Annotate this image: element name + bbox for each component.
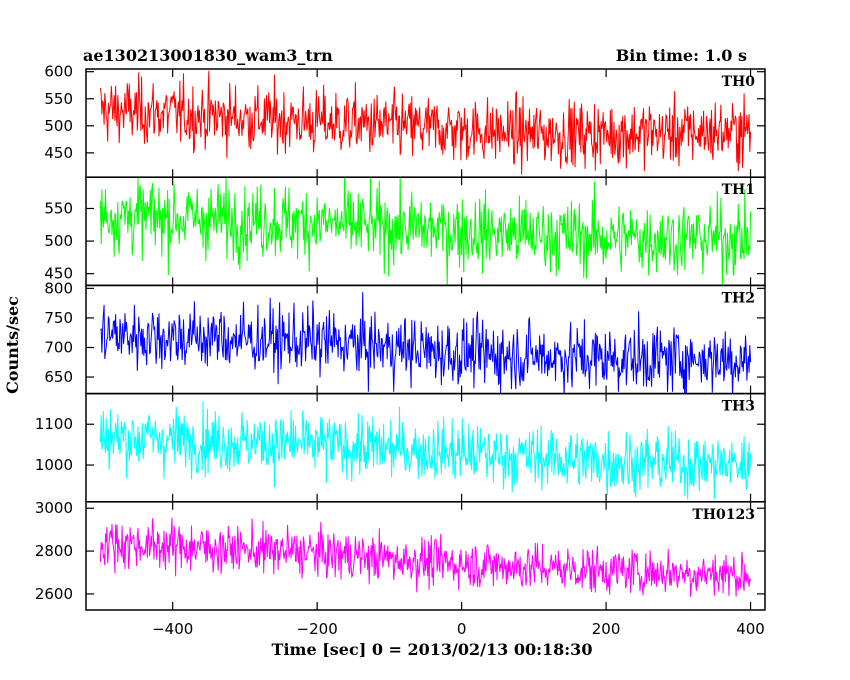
y-tick-label: 550	[44, 90, 73, 108]
y-tick-label: 550	[44, 199, 73, 217]
x-tick-label: 400	[736, 620, 765, 638]
y-tick-label: 650	[44, 368, 73, 386]
y-tick-label: 1000	[35, 456, 73, 474]
y-tick-label: 450	[44, 144, 73, 162]
chart-title: ae130213001830_wam3_trn	[83, 46, 333, 65]
panel-th2: 650 700 750 800 TH2	[44, 279, 766, 395]
series-line-th2	[100, 292, 752, 394]
series-line-th1	[99, 177, 752, 286]
series-line-th3	[99, 401, 752, 500]
x-tick-label: −200	[297, 620, 338, 638]
y-tick-label: 450	[44, 265, 73, 283]
series-line-th0123	[99, 517, 752, 597]
y-tick-label: 800	[44, 279, 73, 297]
x-tick-label: 200	[592, 620, 621, 638]
panels-group: 450 500 550 600 TH0 450 500 550 TH1 650 700 750 800 T…	[35, 63, 766, 611]
panel-th1: 450 500 550 TH1	[44, 176, 766, 287]
panel-th3: 1000 1100 TH3	[35, 392, 766, 503]
y-axis-title: Counts/sec	[3, 296, 22, 394]
panel-label-th0123: TH0123	[692, 507, 755, 523]
panel-th0: 450 500 550 600 TH0	[44, 63, 766, 178]
bin-time-label: Bin time: 1.0 s	[616, 46, 747, 65]
x-tick-label: −400	[152, 620, 193, 638]
panel-label-th3: TH3	[722, 399, 755, 415]
x-axis: −400 −200 0 200 400	[152, 620, 765, 638]
y-tick-label: 600	[44, 63, 73, 81]
y-tick-label: 2800	[35, 542, 73, 560]
panel-label-th0: TH0	[722, 74, 756, 90]
y-tick-label: 500	[44, 117, 73, 135]
panel-label-th1: TH1	[722, 182, 755, 198]
panel-label-th2: TH2	[722, 290, 755, 306]
y-tick-label: 750	[44, 309, 73, 327]
y-tick-label: 700	[44, 338, 73, 356]
panel-th0123: 2600 2800 3000 TH0123	[35, 499, 766, 611]
y-tick-label: 2600	[35, 585, 73, 603]
x-tick-label: 0	[457, 620, 467, 638]
series-line-th0	[99, 70, 752, 175]
y-tick-label: 500	[44, 232, 73, 250]
y-tick-label: 3000	[35, 499, 73, 517]
panel-frame	[85, 501, 766, 611]
y-tick-label: 1100	[35, 415, 73, 433]
x-axis-title: Time [sec] 0 = 2013/02/13 00:18:30	[272, 640, 593, 659]
